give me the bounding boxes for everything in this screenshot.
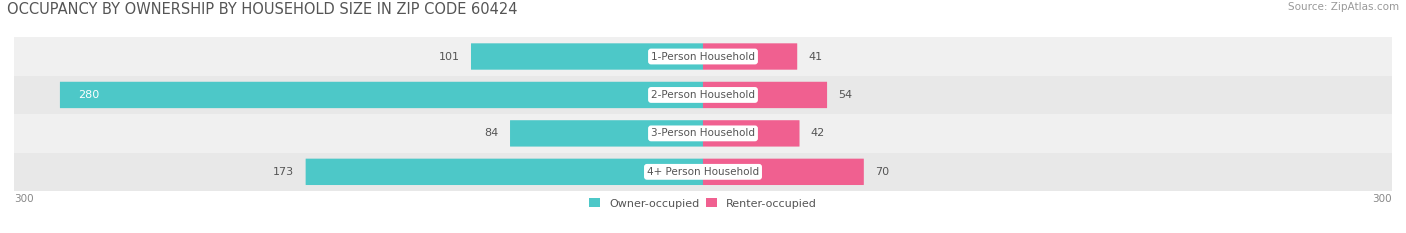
FancyBboxPatch shape: [510, 120, 703, 147]
Text: Source: ZipAtlas.com: Source: ZipAtlas.com: [1288, 2, 1399, 12]
Bar: [14, 114, 1392, 153]
Text: 54: 54: [838, 90, 852, 100]
Text: 173: 173: [273, 167, 294, 177]
Text: 70: 70: [875, 167, 890, 177]
Text: 2-Person Household: 2-Person Household: [651, 90, 755, 100]
Text: 280: 280: [79, 90, 100, 100]
Text: 42: 42: [811, 128, 825, 138]
Text: 41: 41: [808, 51, 823, 62]
Text: 84: 84: [484, 128, 499, 138]
Text: 1-Person Household: 1-Person Household: [651, 51, 755, 62]
Text: 300: 300: [14, 194, 34, 204]
Text: 4+ Person Household: 4+ Person Household: [647, 167, 759, 177]
Text: 3-Person Household: 3-Person Household: [651, 128, 755, 138]
FancyBboxPatch shape: [471, 43, 703, 70]
FancyBboxPatch shape: [703, 82, 827, 108]
Bar: [14, 76, 1392, 114]
FancyBboxPatch shape: [703, 120, 800, 147]
Bar: [14, 153, 1392, 191]
FancyBboxPatch shape: [305, 159, 703, 185]
Legend: Owner-occupied, Renter-occupied: Owner-occupied, Renter-occupied: [589, 198, 817, 209]
FancyBboxPatch shape: [60, 82, 703, 108]
Text: 101: 101: [439, 51, 460, 62]
Text: 300: 300: [1372, 194, 1392, 204]
FancyBboxPatch shape: [703, 159, 863, 185]
Text: OCCUPANCY BY OWNERSHIP BY HOUSEHOLD SIZE IN ZIP CODE 60424: OCCUPANCY BY OWNERSHIP BY HOUSEHOLD SIZE…: [7, 2, 517, 17]
Bar: [14, 37, 1392, 76]
FancyBboxPatch shape: [703, 43, 797, 70]
